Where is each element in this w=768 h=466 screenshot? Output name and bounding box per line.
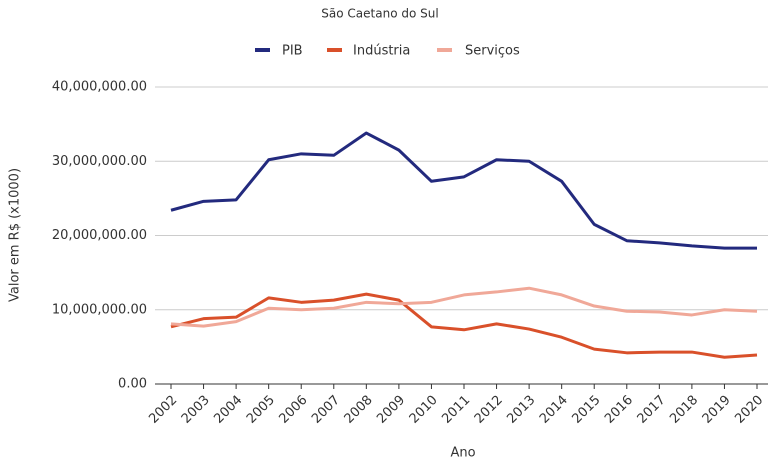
x-tick-label: 2012 <box>472 393 506 427</box>
x-tick-label: 2009 <box>374 393 408 427</box>
x-tick-label: 2010 <box>407 393 441 427</box>
line <box>170 286 758 328</box>
x-tick-label: 2013 <box>504 393 538 427</box>
x-tick-label: 2017 <box>635 393 669 427</box>
y-tick-label: 0.00 <box>118 377 147 392</box>
legend-label: PIB <box>282 44 303 59</box>
y-tick-label: 30,000,000.00 <box>52 154 147 169</box>
x-tick-label: 2020 <box>732 393 766 427</box>
y-tick-label: 40,000,000.00 <box>52 80 147 95</box>
x-tick-label: 2006 <box>277 393 311 427</box>
x-tick-label: 2003 <box>179 393 213 427</box>
x-axis-title: Ano <box>450 446 475 461</box>
x-tick-label: 2011 <box>439 393 473 427</box>
y-tick-label: 20,000,000.00 <box>52 228 147 243</box>
x-tick-label: 2008 <box>342 393 376 427</box>
line <box>170 131 757 250</box>
x-tick-label: 2019 <box>700 393 734 427</box>
x-tick-label: 2005 <box>244 393 278 427</box>
line <box>170 292 758 359</box>
x-tick-label: 2004 <box>211 393 245 427</box>
y-axis-title: Valor em R$ (x1000) <box>8 168 23 302</box>
y-tick-label: 10,000,000.00 <box>52 302 147 317</box>
x-tick-label: 2014 <box>537 393 571 427</box>
x-tick-label: 2015 <box>570 393 604 427</box>
legend-label: Indústria <box>353 44 410 59</box>
chart-title: São Caetano do Sul <box>321 7 438 21</box>
x-tick-label: 2016 <box>602 393 636 427</box>
legend-label: Serviços <box>465 44 520 59</box>
x-tick-label: 2002 <box>146 393 180 427</box>
x-tick-label: 2007 <box>309 393 343 427</box>
x-tick-label: 2018 <box>667 393 701 427</box>
